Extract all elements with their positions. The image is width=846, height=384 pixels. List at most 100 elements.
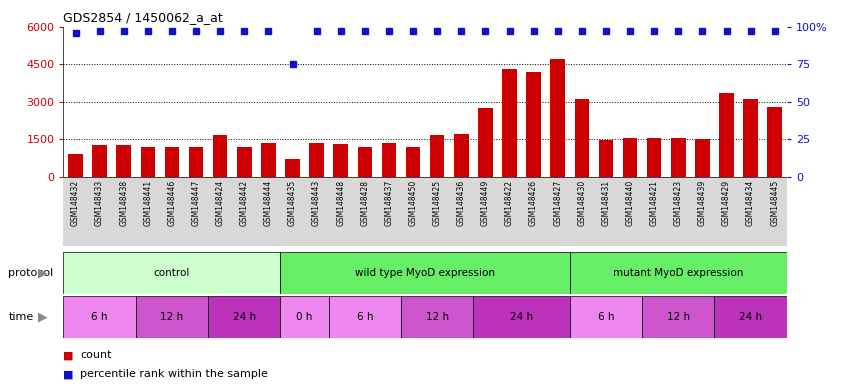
Text: GSM148447: GSM148447 xyxy=(191,180,201,226)
Bar xyxy=(570,252,787,294)
Bar xyxy=(497,177,521,246)
Text: GSM148442: GSM148442 xyxy=(239,180,249,226)
Bar xyxy=(690,177,714,246)
Text: GSM148429: GSM148429 xyxy=(722,180,731,226)
Bar xyxy=(358,147,372,177)
Text: GSM148439: GSM148439 xyxy=(698,180,707,226)
Text: 12 h: 12 h xyxy=(161,312,184,322)
Text: GSM148450: GSM148450 xyxy=(409,180,418,226)
Text: GSM148449: GSM148449 xyxy=(481,180,490,226)
Bar xyxy=(208,296,281,338)
Text: wild type MyoD expression: wild type MyoD expression xyxy=(355,268,495,278)
Bar xyxy=(767,107,782,177)
Text: GSM148433: GSM148433 xyxy=(95,180,104,226)
Bar xyxy=(406,147,420,177)
Text: ▶: ▶ xyxy=(37,310,47,323)
Bar xyxy=(281,177,305,246)
Bar xyxy=(521,177,546,246)
Bar xyxy=(474,177,497,246)
Text: GSM148445: GSM148445 xyxy=(770,180,779,226)
Text: 24 h: 24 h xyxy=(739,312,762,322)
Bar xyxy=(401,177,425,246)
Text: 12 h: 12 h xyxy=(426,312,448,322)
Bar xyxy=(623,138,637,177)
Text: GSM148423: GSM148423 xyxy=(673,180,683,226)
Bar xyxy=(526,72,541,177)
Text: GSM148432: GSM148432 xyxy=(71,180,80,226)
Bar xyxy=(281,252,570,294)
Text: ▶: ▶ xyxy=(37,266,47,279)
Bar xyxy=(478,108,492,177)
Bar xyxy=(401,296,473,338)
Text: GSM148446: GSM148446 xyxy=(168,180,177,226)
Text: 0 h: 0 h xyxy=(296,312,313,322)
Text: 6 h: 6 h xyxy=(356,312,373,322)
Bar xyxy=(570,296,642,338)
Bar xyxy=(63,252,280,294)
Bar xyxy=(642,296,714,338)
Bar xyxy=(570,177,594,246)
Bar xyxy=(135,177,160,246)
Bar xyxy=(449,177,474,246)
Text: count: count xyxy=(80,350,112,360)
Text: GSM148425: GSM148425 xyxy=(432,180,442,226)
Text: percentile rank within the sample: percentile rank within the sample xyxy=(80,369,268,379)
Bar xyxy=(232,177,256,246)
Text: ■: ■ xyxy=(63,350,74,360)
Bar xyxy=(574,99,589,177)
Text: GSM148435: GSM148435 xyxy=(288,180,297,226)
Bar xyxy=(328,296,401,338)
Text: GSM148430: GSM148430 xyxy=(577,180,586,226)
Bar xyxy=(382,143,396,177)
Bar xyxy=(328,177,353,246)
Text: GSM148444: GSM148444 xyxy=(264,180,273,226)
Bar xyxy=(305,177,328,246)
Bar xyxy=(87,177,112,246)
Bar xyxy=(430,136,444,177)
Bar xyxy=(256,177,281,246)
Bar xyxy=(160,177,184,246)
Bar xyxy=(63,296,135,338)
Text: GDS2854 / 1450062_a_at: GDS2854 / 1450062_a_at xyxy=(63,11,223,24)
Text: GSM148437: GSM148437 xyxy=(384,180,393,226)
Text: GSM148448: GSM148448 xyxy=(336,180,345,226)
Bar xyxy=(763,177,787,246)
Text: 12 h: 12 h xyxy=(667,312,689,322)
Bar xyxy=(474,296,570,338)
Bar xyxy=(112,177,135,246)
Bar xyxy=(642,177,666,246)
Bar xyxy=(719,93,733,177)
Bar xyxy=(189,147,203,177)
Text: GSM148436: GSM148436 xyxy=(457,180,466,226)
Bar xyxy=(63,177,87,246)
Bar xyxy=(594,177,618,246)
Bar xyxy=(454,134,469,177)
Text: GSM148422: GSM148422 xyxy=(505,180,514,226)
Bar xyxy=(546,177,570,246)
Bar xyxy=(714,296,787,338)
Bar xyxy=(69,154,83,177)
Bar xyxy=(503,70,517,177)
Text: control: control xyxy=(154,268,190,278)
Bar xyxy=(261,143,276,177)
Bar xyxy=(165,147,179,177)
Bar xyxy=(739,177,763,246)
Bar xyxy=(285,159,299,177)
Bar xyxy=(135,296,208,338)
Bar xyxy=(353,177,376,246)
Text: 6 h: 6 h xyxy=(91,312,108,322)
Bar xyxy=(92,146,107,177)
Text: GSM148428: GSM148428 xyxy=(360,180,370,226)
Text: protocol: protocol xyxy=(8,268,53,278)
Bar xyxy=(376,177,401,246)
Text: mutant MyoD expression: mutant MyoD expression xyxy=(613,268,744,278)
Text: GSM148431: GSM148431 xyxy=(602,180,611,226)
Bar xyxy=(714,177,739,246)
Text: GSM148424: GSM148424 xyxy=(216,180,225,226)
Text: time: time xyxy=(8,312,34,322)
Bar xyxy=(671,138,685,177)
Text: GSM148427: GSM148427 xyxy=(553,180,563,226)
Bar xyxy=(647,138,662,177)
Bar xyxy=(237,147,251,177)
Text: GSM148421: GSM148421 xyxy=(650,180,659,226)
